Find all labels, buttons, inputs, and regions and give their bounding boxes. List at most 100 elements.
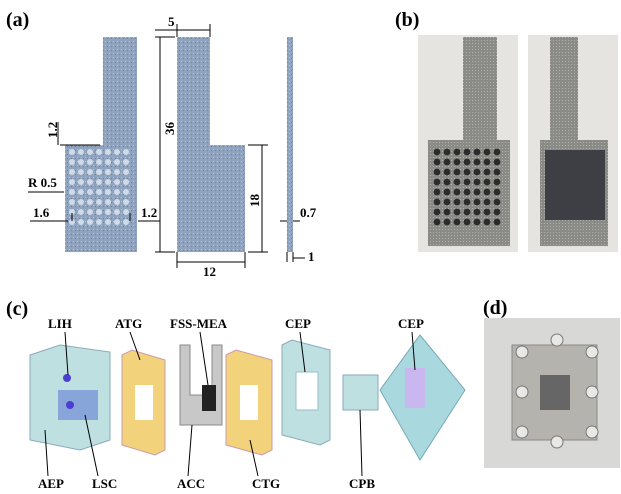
hole bbox=[494, 189, 501, 196]
part-label: CEP bbox=[398, 316, 424, 331]
hole bbox=[69, 159, 75, 165]
hole bbox=[444, 159, 451, 166]
hole bbox=[69, 189, 75, 195]
hole bbox=[96, 199, 102, 205]
catalyst-layer bbox=[545, 150, 605, 220]
hole bbox=[444, 169, 451, 176]
hole bbox=[96, 149, 102, 155]
hole bbox=[96, 179, 102, 185]
hole bbox=[494, 149, 501, 156]
inlet bbox=[66, 401, 74, 409]
hole bbox=[123, 199, 129, 205]
hole bbox=[123, 179, 129, 185]
panel-label: (a) bbox=[6, 9, 29, 31]
hole bbox=[464, 179, 471, 186]
hole bbox=[87, 159, 93, 165]
hole bbox=[434, 169, 441, 176]
part-label: CPB bbox=[349, 476, 375, 491]
part-label: LIH bbox=[48, 316, 72, 331]
hole bbox=[454, 179, 461, 186]
part-label: ATG bbox=[115, 316, 142, 331]
hole bbox=[454, 169, 461, 176]
hole bbox=[454, 209, 461, 216]
hole bbox=[454, 149, 461, 156]
hole bbox=[484, 209, 491, 216]
hole bbox=[444, 199, 451, 206]
dim-label: 1.2 bbox=[45, 122, 60, 138]
hole bbox=[123, 169, 129, 175]
electrode-back bbox=[177, 37, 245, 252]
hole bbox=[464, 189, 471, 196]
hole bbox=[78, 169, 84, 175]
bolt bbox=[586, 346, 598, 358]
hole bbox=[434, 209, 441, 216]
figure: (a) 5 36 1.2 R 0.5 1.6 1.2 18 0.7 12 1 (… bbox=[0, 0, 621, 494]
hole bbox=[114, 189, 120, 195]
hole bbox=[474, 199, 481, 206]
hole bbox=[69, 179, 75, 185]
hole bbox=[484, 219, 491, 226]
hole bbox=[474, 169, 481, 176]
hole bbox=[105, 209, 111, 215]
dim-label: 1.2 bbox=[141, 205, 157, 220]
hole bbox=[434, 179, 441, 186]
hole bbox=[444, 179, 451, 186]
hole bbox=[105, 179, 111, 185]
hole bbox=[69, 149, 75, 155]
dim-label: 12 bbox=[203, 264, 216, 279]
hole bbox=[87, 179, 93, 185]
hole bbox=[96, 169, 102, 175]
hole bbox=[454, 219, 461, 226]
hole bbox=[464, 149, 471, 156]
hole bbox=[96, 189, 102, 195]
hole bbox=[78, 179, 84, 185]
bolt bbox=[586, 386, 598, 398]
hole bbox=[114, 179, 120, 185]
hole bbox=[78, 199, 84, 205]
part-label: ACC bbox=[177, 476, 205, 491]
hole bbox=[434, 199, 441, 206]
hole bbox=[114, 199, 120, 205]
hole bbox=[105, 199, 111, 205]
hole bbox=[474, 209, 481, 216]
pressure-block bbox=[343, 375, 378, 410]
bolt bbox=[551, 334, 563, 346]
hole bbox=[494, 209, 501, 216]
dim-label: 18 bbox=[247, 194, 262, 208]
hole bbox=[464, 199, 471, 206]
hole bbox=[96, 219, 102, 225]
hole bbox=[87, 199, 93, 205]
panel-label: (d) bbox=[483, 297, 507, 319]
hole bbox=[434, 149, 441, 156]
hole bbox=[114, 159, 120, 165]
hole bbox=[464, 219, 471, 226]
hole bbox=[123, 209, 129, 215]
hole bbox=[434, 189, 441, 196]
bolt bbox=[551, 436, 563, 448]
hole bbox=[434, 219, 441, 226]
hole bbox=[105, 189, 111, 195]
hole bbox=[123, 159, 129, 165]
hole bbox=[484, 189, 491, 196]
hole bbox=[464, 169, 471, 176]
hole bbox=[484, 149, 491, 156]
bolt bbox=[516, 346, 528, 358]
hole bbox=[494, 199, 501, 206]
panel-c: (c) LIH ATG FSS-MEA CEP CEP AEP LSC ACC … bbox=[6, 298, 465, 491]
hole bbox=[494, 179, 501, 186]
part-label: AEP bbox=[38, 476, 64, 491]
bolt bbox=[586, 426, 598, 438]
hole bbox=[494, 219, 501, 226]
window bbox=[405, 368, 425, 408]
inlet bbox=[63, 374, 71, 382]
hole bbox=[474, 149, 481, 156]
part-label: CEP bbox=[285, 316, 311, 331]
panel-label: (c) bbox=[6, 298, 28, 320]
bolt bbox=[516, 426, 528, 438]
hole bbox=[474, 159, 481, 166]
hole bbox=[87, 189, 93, 195]
hole bbox=[444, 189, 451, 196]
hole bbox=[464, 209, 471, 216]
hole bbox=[78, 159, 84, 165]
window bbox=[296, 372, 318, 410]
